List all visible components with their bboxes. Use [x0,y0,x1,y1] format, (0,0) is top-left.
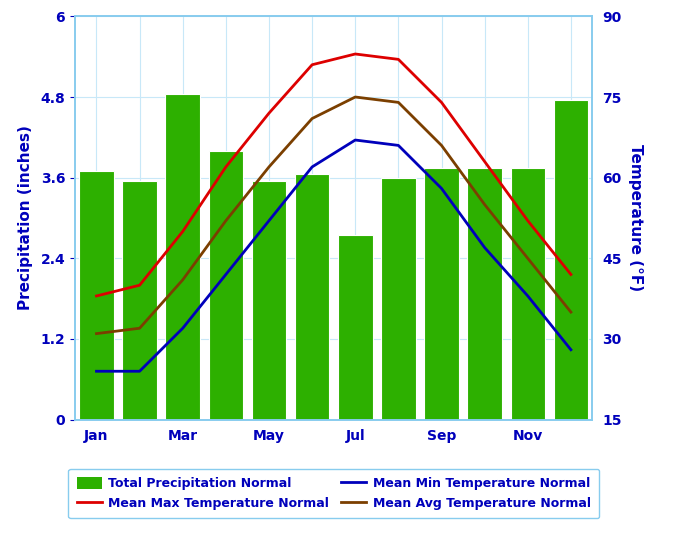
Bar [338,235,373,420]
Bar [165,94,200,420]
Bar [208,151,243,420]
Y-axis label: Precipitation (inches): Precipitation (inches) [18,125,33,311]
Y-axis label: Temperature (°F): Temperature (°F) [627,144,643,292]
Bar [123,181,157,420]
Bar [252,181,286,420]
Legend: Total Precipitation Normal, Mean Max Temperature Normal, Mean Min Temperature No: Total Precipitation Normal, Mean Max Tem… [68,469,599,518]
Bar [381,178,415,420]
Bar [511,168,545,420]
Bar [467,168,502,420]
Bar [424,168,459,420]
Bar [295,174,330,420]
Bar [79,171,114,420]
Bar [554,100,588,420]
